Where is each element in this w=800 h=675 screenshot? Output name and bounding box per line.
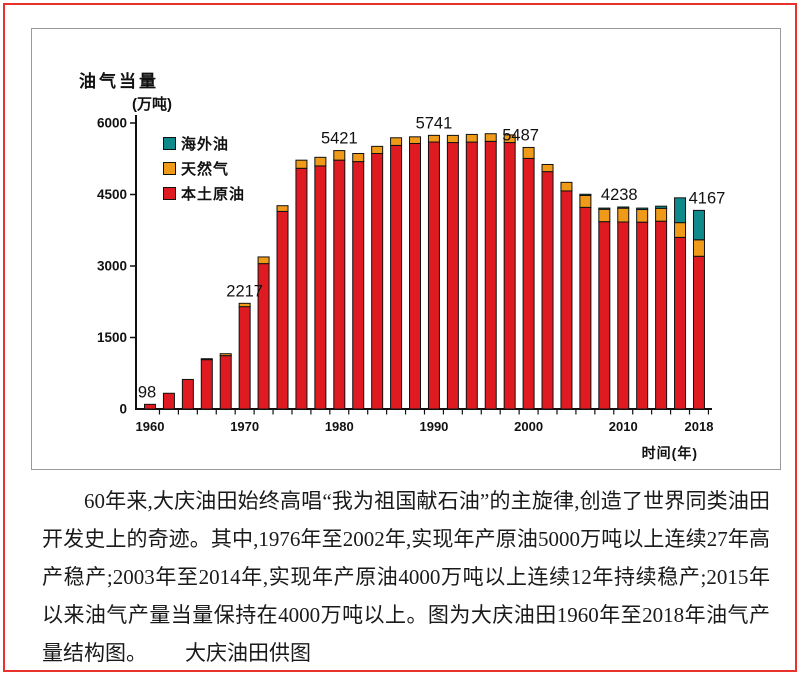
x-tick-label-1980: 1980	[325, 419, 354, 434]
value-label-1970: 2217	[226, 282, 263, 300]
x-tick-label-2000: 2000	[514, 419, 543, 434]
bar-1988	[409, 136, 422, 410]
bar-2006	[579, 193, 592, 410]
bar-1976	[295, 159, 308, 410]
chart-unit-label: (万吨)	[132, 96, 172, 113]
y-tick-label: 1500	[97, 330, 127, 345]
bar-1978	[314, 156, 327, 410]
chart-title: 油气当量	[79, 72, 159, 91]
bar-1992	[446, 134, 459, 410]
overseas-oil-swatch	[163, 136, 176, 150]
x-tick-label-1960: 1960	[136, 419, 165, 434]
bar-1962	[162, 392, 175, 410]
y-tick-label: 3000	[97, 259, 127, 274]
domestic-crude-swatch	[163, 186, 176, 200]
bar-1984	[371, 145, 384, 410]
x-tick-label-1970: 1970	[230, 419, 259, 434]
value-label-1980: 5421	[321, 130, 358, 148]
bar-1974	[276, 205, 289, 410]
value-label-2000: 5487	[502, 126, 539, 144]
legend-label-domestic-crude: 本土原油	[181, 185, 246, 203]
bar-2014	[655, 205, 668, 410]
x-axis-title: 时间(年)	[641, 445, 698, 461]
x-tick-label-1990: 1990	[419, 419, 448, 434]
legend-item-domestic-crude: 本土原油	[163, 184, 246, 203]
bar-2004	[560, 181, 573, 410]
bar-2002	[541, 163, 554, 410]
chart-panel: 0 1500 3000 4500 6000 1960 1970 1980 1990 2000 201…	[31, 28, 781, 470]
page-frame: 0 1500 3000 4500 6000 1960 1970 1980 1990 2000 201…	[3, 3, 797, 672]
caption-text: 60年来,大庆油田始终高唱“我为祖国献石油”的主旋律,创造了世界同类油田开发史上…	[42, 489, 770, 665]
legend-label-overseas-oil: 海外油	[181, 135, 230, 153]
x-tick-label-2018: 2018	[685, 419, 714, 434]
bar-1960	[144, 403, 156, 410]
value-label-2018: 4167	[689, 189, 726, 207]
bar-1972	[257, 256, 270, 410]
value-label-1960: 98	[138, 383, 156, 401]
caption-paragraph: 60年来,大庆油田始终高唱“我为祖国献石油”的主旋律,创造了世界同类油田开发史上…	[42, 482, 770, 672]
bar-1998	[503, 134, 516, 410]
bar-2010	[617, 206, 630, 410]
x-tick-label-2010: 2010	[609, 419, 638, 434]
legend-item-natural-gas: 天然气	[163, 159, 245, 178]
bar-2008	[598, 207, 611, 410]
legend: 海外油 天然气 本土原油	[163, 134, 246, 203]
legend-label-natural-gas: 天然气	[181, 160, 230, 178]
bar-2000	[522, 146, 535, 410]
production-chart: 0 1500 3000 4500 6000 1960 1970 1980 1990 2000 201…	[97, 114, 726, 434]
bar-1968	[219, 353, 232, 410]
bar-1994	[465, 133, 478, 410]
bar-2016	[674, 197, 687, 410]
bar-1986	[390, 137, 403, 410]
bar-1990	[427, 134, 440, 410]
y-tick-label: 6000	[97, 116, 127, 131]
bar-1996	[484, 133, 497, 410]
bar-1964	[181, 378, 194, 410]
bar-1966	[200, 358, 213, 410]
bar-2012	[636, 207, 649, 410]
value-label-2010: 4238	[601, 186, 638, 204]
legend-item-overseas-oil: 海外油	[163, 134, 245, 153]
bar-1970	[238, 302, 251, 410]
bar-1982	[352, 153, 365, 410]
natural-gas-swatch	[163, 161, 176, 175]
y-tick-label: 4500	[97, 187, 127, 202]
value-label-1990: 5741	[416, 114, 453, 132]
y-tick-label: 0	[119, 402, 127, 417]
bar-1980	[333, 150, 346, 410]
photo-credit: 大庆油田供图	[185, 641, 311, 665]
bar-2018	[692, 209, 705, 410]
